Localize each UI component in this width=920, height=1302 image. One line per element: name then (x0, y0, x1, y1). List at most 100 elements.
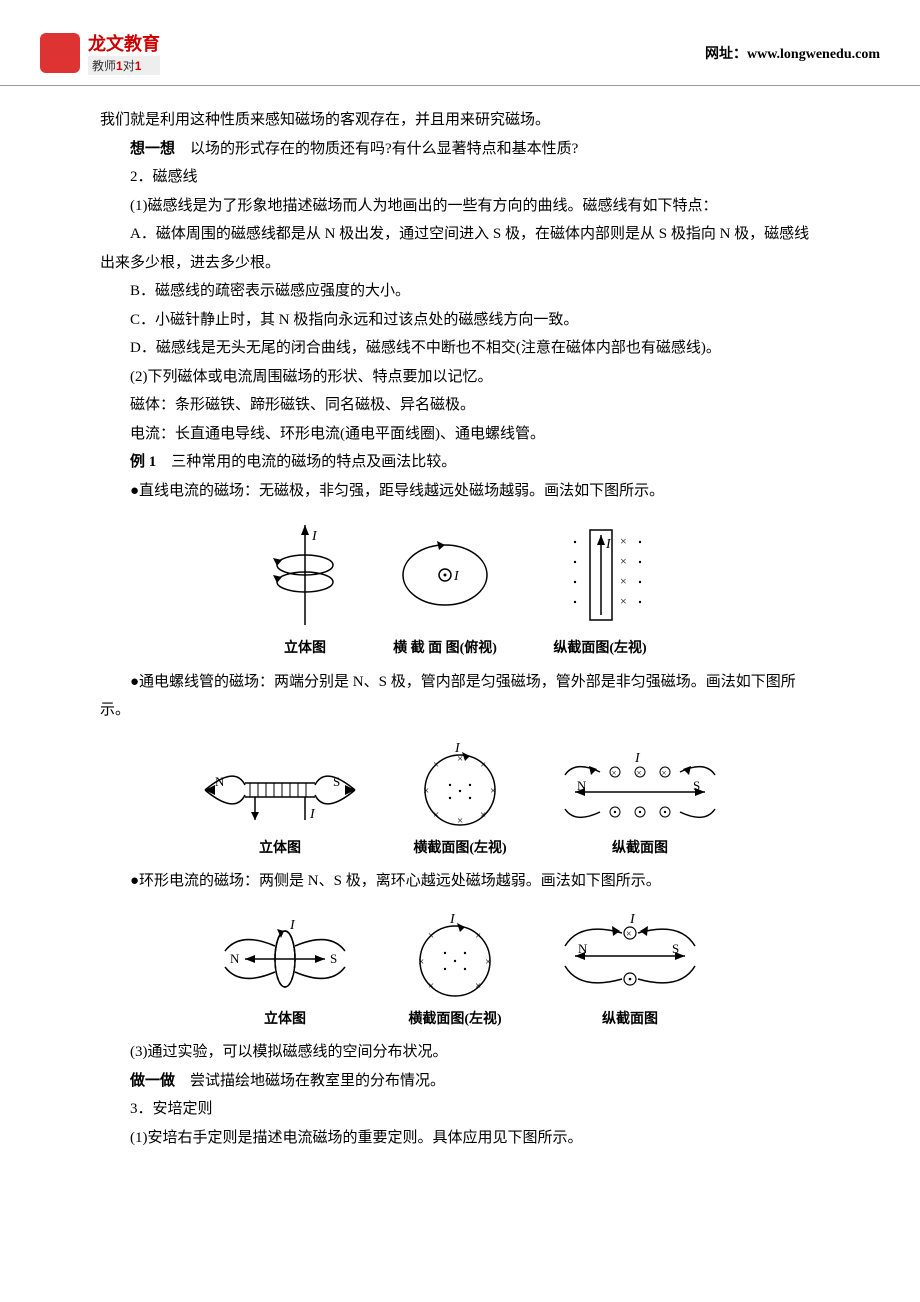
figure-straight-top: I 横 截 面 图(俯视) (390, 520, 500, 663)
svg-text:×: × (475, 930, 481, 942)
current-label: I (629, 912, 636, 927)
loop-3d-icon: I N S (210, 911, 360, 1001)
do-text: 尝试描绘地磁场在教室里的分布情况。 (175, 1073, 445, 1089)
svg-text:×: × (620, 594, 627, 608)
caption-long: 纵截面图 (612, 836, 668, 863)
s-pole-label: S (330, 951, 337, 966)
paragraph: (3)通过实验，可以模拟磁感线的空间分布状况。 (100, 1038, 820, 1067)
svg-text:×: × (662, 768, 667, 778)
paragraph: 我们就是利用这种性质来感知磁场的客观存在，并且用来研究磁场。 (100, 106, 820, 135)
bullet: ●环形电流的磁场：两侧是 N、S 极，离环心越远处磁场越弱。画法如下图所示。 (100, 867, 820, 896)
current-label: I (309, 807, 316, 822)
figure-solenoid-long: I × × × (555, 750, 725, 863)
bullet: ●通电螺线管的磁场：两端分别是 N、S 极，管内部是匀强磁场，管外部是非匀强磁场… (100, 668, 820, 725)
current-label: I (449, 912, 456, 927)
paragraph: (1)磁感线是为了形象地描述磁场而人为地画出的一些有方向的曲线。磁感线有如下特点… (100, 192, 820, 221)
solenoid-long-icon: I × × × (555, 750, 725, 830)
svg-text:×: × (480, 809, 486, 821)
example-1: 例 1 三种常用的电流的磁场的特点及画法比较。 (100, 448, 820, 477)
current-label: I (453, 569, 460, 584)
paragraph: D．磁感线是无头无尾的闭合曲线，磁感线不中断也不相交(注意在磁体内部也有磁感线)… (100, 334, 820, 363)
paragraph: (1)安培右手定则是描述电流磁场的重要定则。具体应用见下图所示。 (100, 1124, 820, 1153)
figure-row-loop: I N S 立体图 I × × × × (100, 911, 820, 1034)
example-text: 三种常用的电流的磁场的特点及画法比较。 (156, 454, 456, 470)
logo-title: 龙文教育 (88, 30, 160, 56)
figure-straight-3d: I 立体图 (260, 520, 350, 663)
svg-text:×: × (457, 815, 463, 827)
svg-text:×: × (637, 768, 642, 778)
caption-cross: 横截面图(左视) (408, 1007, 501, 1034)
loop-cross-icon: I × × × × × × (400, 911, 510, 1001)
svg-text:×: × (418, 956, 424, 968)
figure-loop-long: I × N S 纵截面图 (550, 911, 710, 1034)
think-prompt: 想一想 以场的形式存在的物质还有吗?有什么显著特点和基本性质? (100, 135, 820, 164)
paragraph: C．小磁针静止时，其 N 极指向永远和过该点处的磁感线方向一致。 (100, 306, 820, 335)
figure-loop-cross: I × × × × × × 横截面图(左视) (400, 911, 510, 1034)
straight-wire-3d-icon: I (260, 520, 350, 630)
n-pole-label: N (577, 778, 587, 793)
logo: 龙文教育 教师1对1 (40, 30, 160, 75)
svg-text:×: × (612, 768, 617, 778)
n-pole-label: N (578, 941, 588, 956)
logo-text: 龙文教育 教师1对1 (88, 30, 160, 75)
current-label: I (311, 529, 318, 544)
figure-straight-side: I × × × × 纵截面图(左视) (540, 520, 660, 663)
caption-3d: 立体图 (284, 636, 326, 663)
figure-loop-3d: I N S 立体图 (210, 911, 360, 1034)
think-label: 想一想 (130, 141, 175, 157)
caption-3d: 立体图 (259, 836, 301, 863)
svg-text:×: × (428, 980, 434, 992)
current-label: I (634, 751, 641, 766)
do-prompt: 做一做 尝试描绘地磁场在教室里的分布情况。 (100, 1067, 820, 1096)
straight-wire-top-icon: I (390, 520, 500, 630)
s-pole-label: S (333, 774, 340, 789)
paragraph: (2)下列磁体或电流周围磁场的形状、特点要加以记忆。 (100, 363, 820, 392)
figure-row-solenoid: I N S 立体图 I × × × × × × × × (100, 740, 820, 863)
solenoid-cross-icon: I × × × × × × × × (405, 740, 515, 830)
caption-cross: 横截面图(左视) (413, 836, 506, 863)
paragraph: A．磁体周围的磁感线都是从 N 极出发，通过空间进入 S 极，在磁体内部则是从 … (100, 220, 820, 277)
heading-2: 2．磁感线 (100, 163, 820, 192)
caption-top: 横 截 面 图(俯视) (393, 636, 497, 663)
svg-text:×: × (480, 759, 486, 771)
paragraph: B．磁感线的疏密表示磁感应强度的大小。 (100, 277, 820, 306)
svg-text:×: × (620, 574, 627, 588)
n-pole-label: N (230, 951, 240, 966)
svg-text:×: × (626, 929, 632, 940)
svg-text:×: × (423, 785, 429, 797)
svg-text:×: × (428, 930, 434, 942)
current-label: I (289, 918, 296, 933)
figure-row-straight-wire: I 立体图 I 横 截 面 图(俯视) I × × × × (100, 520, 820, 663)
main-content: 我们就是利用这种性质来感知磁场的客观存在，并且用来研究磁场。 想一想 以场的形式… (0, 86, 920, 1192)
current-label: I (605, 537, 612, 552)
think-text: 以场的形式存在的物质还有吗?有什么显著特点和基本性质? (175, 141, 578, 157)
svg-text:×: × (457, 753, 463, 765)
svg-text:×: × (490, 785, 496, 797)
s-pole-label: S (672, 941, 679, 956)
caption-side: 纵截面图(左视) (553, 636, 646, 663)
logo-icon (40, 33, 80, 73)
paragraph: 磁体：条形磁铁、蹄形磁铁、同名磁极、异名磁极。 (100, 391, 820, 420)
heading-3: 3．安培定则 (100, 1095, 820, 1124)
bullet: ●直线电流的磁场：无磁极，非匀强，距导线越远处磁场越弱。画法如下图所示。 (100, 477, 820, 506)
svg-text:×: × (485, 956, 491, 968)
svg-text:×: × (620, 534, 627, 548)
s-pole-label: S (693, 778, 700, 793)
page-header: 龙文教育 教师1对1 网址：www.longwenedu.com (0, 0, 920, 86)
header-url: 网址：www.longwenedu.com (705, 43, 880, 63)
figure-solenoid-cross: I × × × × × × × × 横截面图(左视) (405, 740, 515, 863)
solenoid-3d-icon: I N S (195, 750, 365, 830)
caption-long: 纵截面图 (602, 1007, 658, 1034)
figure-solenoid-3d: I N S 立体图 (195, 750, 365, 863)
example-label: 例 1 (130, 454, 156, 470)
paragraph: 电流：长直通电导线、环形电流(通电平面线圈)、通电螺线管。 (100, 420, 820, 449)
svg-text:×: × (620, 554, 627, 568)
n-pole-label: N (215, 774, 225, 789)
svg-text:×: × (433, 809, 439, 821)
logo-subtitle: 教师1对1 (88, 56, 160, 75)
caption-3d: 立体图 (264, 1007, 306, 1034)
straight-wire-side-icon: I × × × × (540, 520, 660, 630)
do-label: 做一做 (130, 1073, 175, 1089)
loop-long-icon: I × N S (550, 911, 710, 1001)
svg-text:×: × (475, 980, 481, 992)
